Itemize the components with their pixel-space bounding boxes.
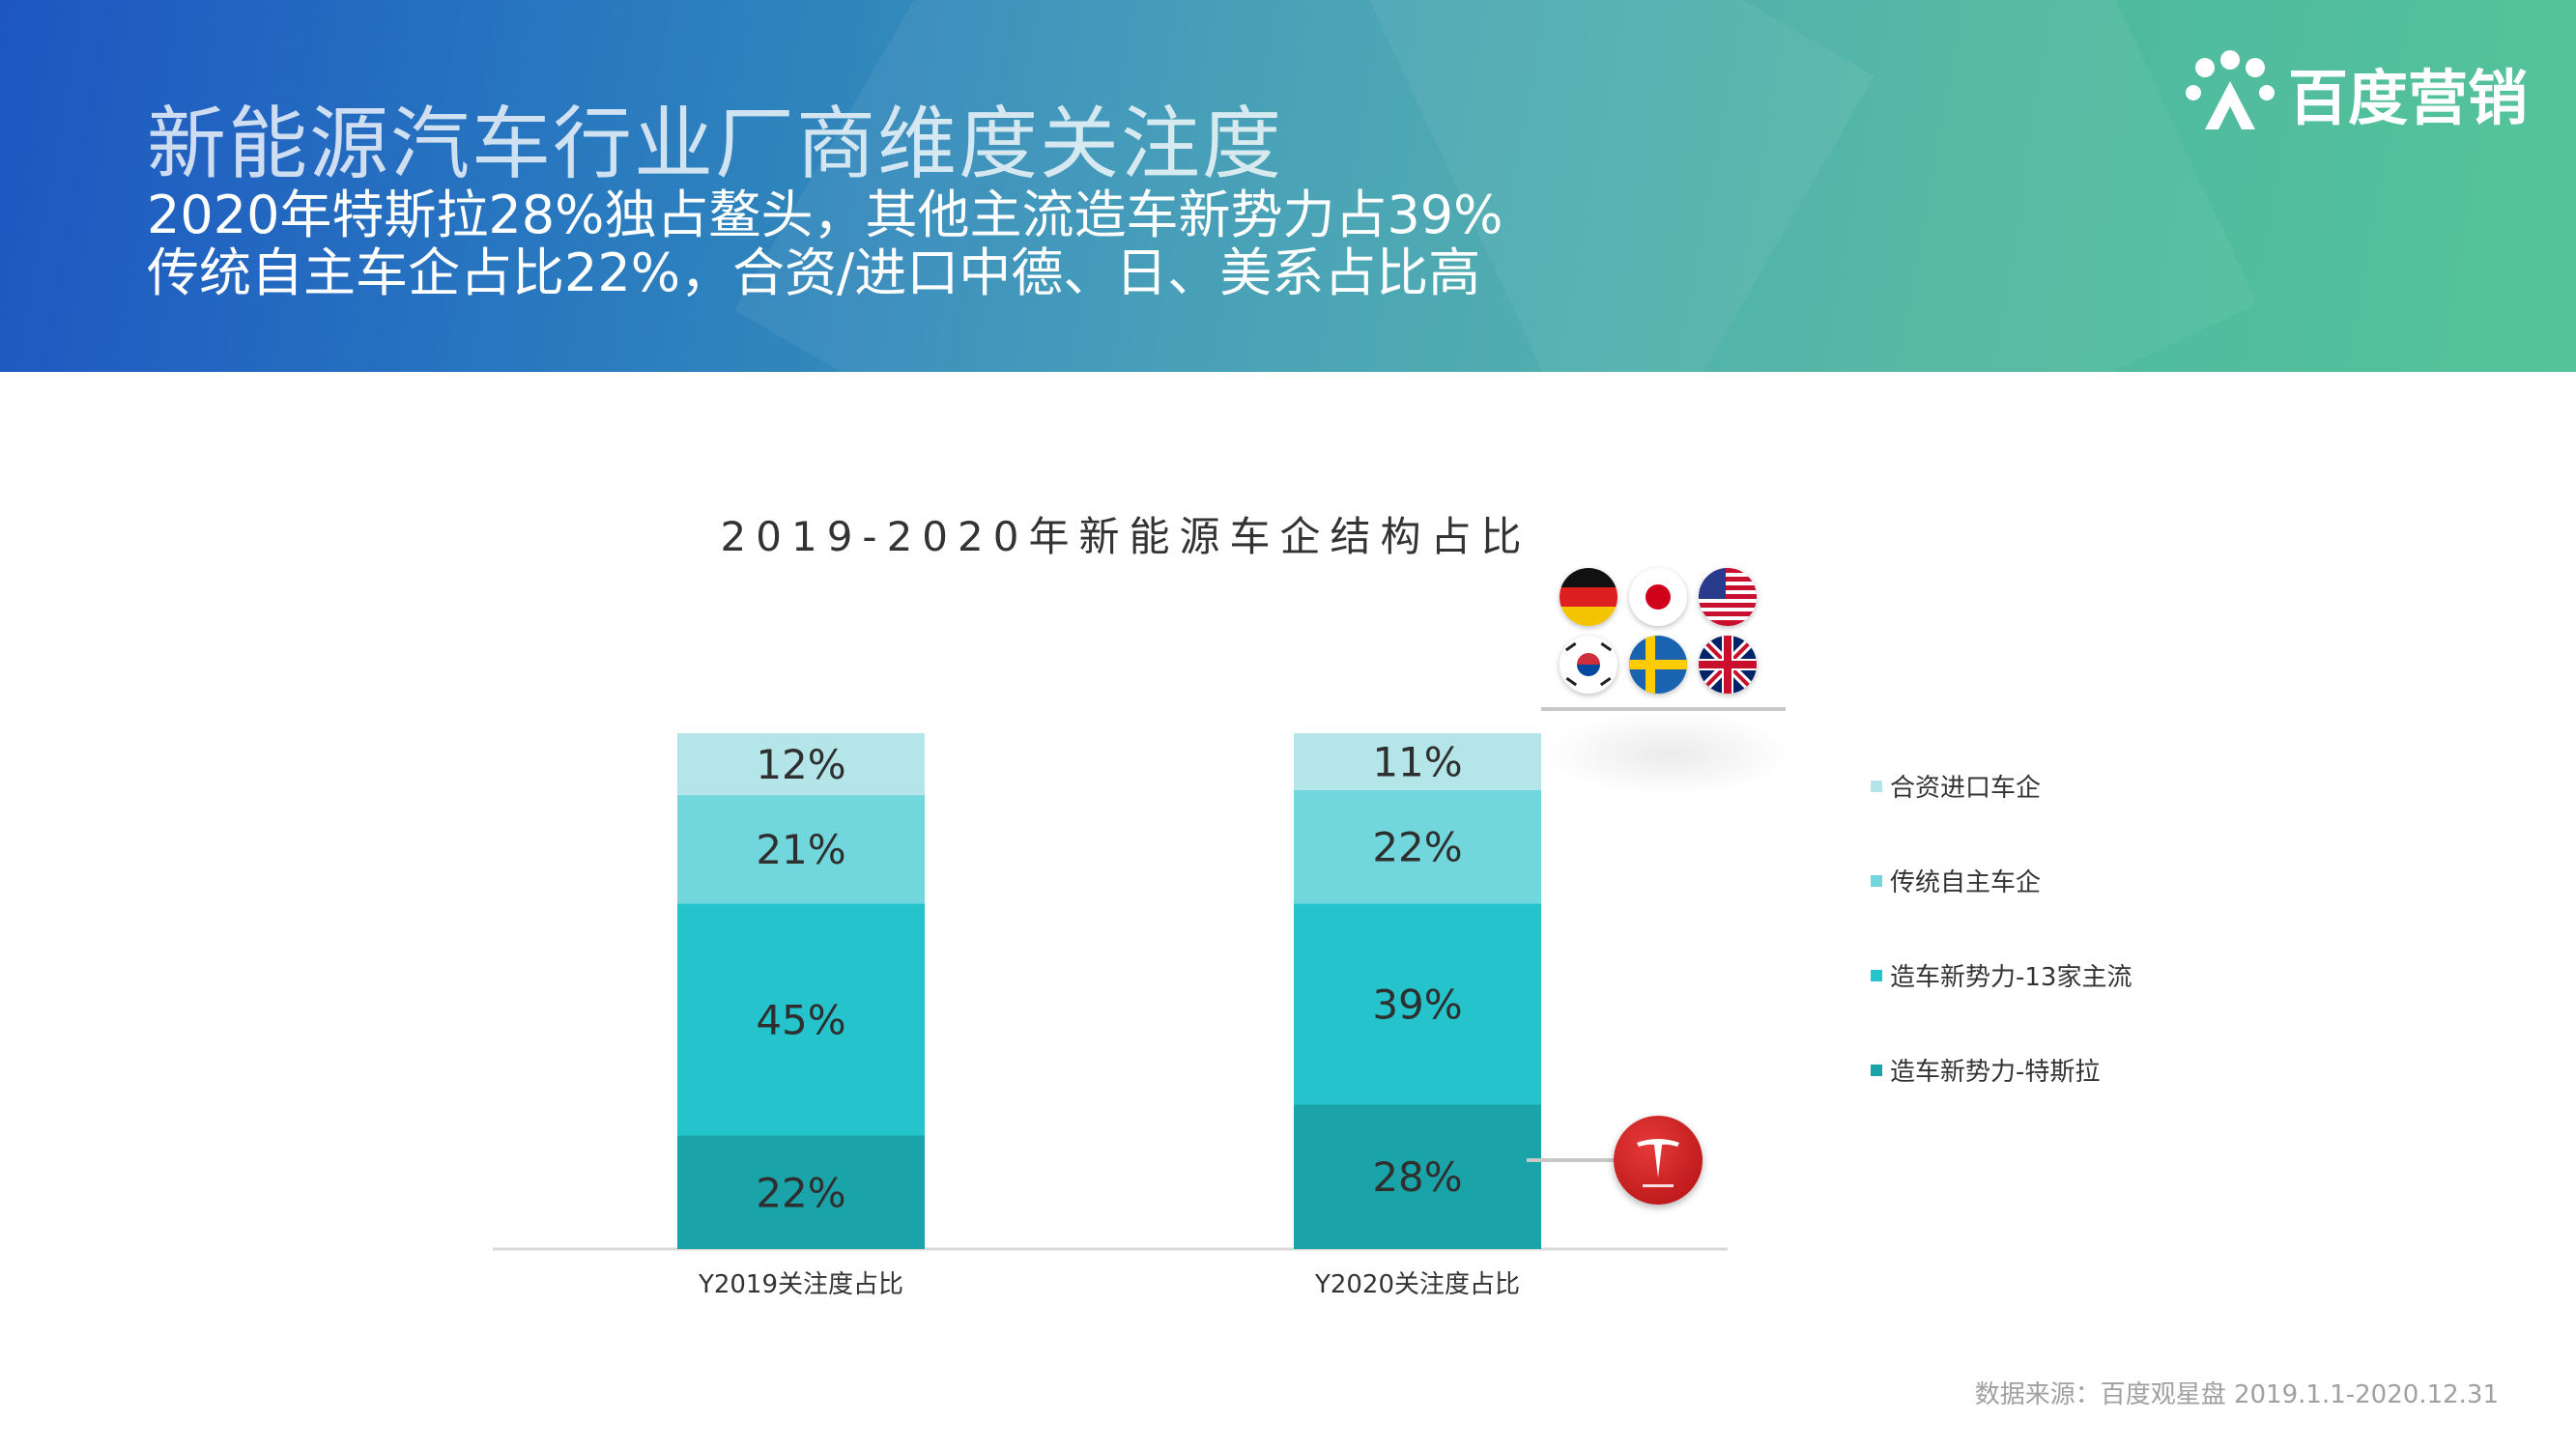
page-subtitle-line1: 2020年特斯拉28%独占鳌头，其他主流造车新势力占39% — [147, 185, 1503, 245]
data-label: 21% — [756, 826, 845, 873]
sweden-flag-icon — [1629, 636, 1687, 694]
bar-segment — [1294, 1104, 1541, 1249]
x-tick-label: Y2020关注度占比 — [1314, 1270, 1520, 1299]
legend-swatch — [1871, 1064, 1882, 1076]
data-label: 28% — [1372, 1153, 1462, 1201]
germany-flag-icon — [1560, 568, 1617, 626]
legend-item: 造车新势力-特斯拉 — [1871, 1052, 2100, 1088]
data-label: 22% — [756, 1169, 845, 1216]
legend-label: 造车新势力-特斯拉 — [1890, 1058, 2101, 1087]
baidu-paw-icon — [2186, 50, 2275, 129]
data-label: 12% — [756, 741, 845, 788]
uk-flag-icon — [1699, 636, 1757, 694]
korea-flag-icon — [1560, 636, 1617, 694]
bar-segment — [677, 1135, 925, 1249]
legend-label: 造车新势力-13家主流 — [1890, 963, 2132, 992]
flag-shadow — [1544, 710, 1793, 797]
data-label: 11% — [1372, 738, 1462, 785]
logo-text: 百度营销 — [2288, 63, 2529, 133]
header-banner: 新能源汽车行业厂商维度关注度 2020年特斯拉28%独占鳌头，其他主流造车新势力… — [0, 0, 2576, 372]
page-title: 新能源汽车行业厂商维度关注度 — [147, 99, 1284, 190]
bar-segment — [677, 903, 925, 1136]
baidu-marketing-logo: 百度营销 — [2186, 44, 2528, 141]
page-subtitle-line2: 传统自主车企占比22%，合资/进口中德、日、美系占比高 — [147, 242, 1481, 303]
data-source: 数据来源：百度观星盘 2019.1.1-2020.12.31 — [1974, 1380, 2499, 1409]
legend-item: 造车新势力-13家主流 — [1871, 957, 2132, 993]
data-label: 22% — [1372, 823, 1462, 870]
legend-label: 合资进口车企 — [1890, 774, 2042, 803]
data-label: 39% — [1372, 980, 1462, 1028]
tesla-logo-icon — [1614, 1116, 1703, 1205]
x-tick-label: Y2019关注度占比 — [698, 1270, 903, 1299]
legend-item: 传统自主车企 — [1871, 863, 2041, 898]
chart-title: 2019-2020年新能源车企结构占比 — [720, 513, 1531, 560]
usa-flag-icon — [1699, 568, 1757, 626]
legend-label: 传统自主车企 — [1890, 868, 2042, 897]
legend-swatch — [1871, 969, 1882, 981]
bar-segment — [1294, 733, 1541, 790]
legend-swatch — [1871, 780, 1882, 792]
bar-segment — [1294, 903, 1541, 1105]
legend-swatch — [1871, 874, 1882, 887]
bar-segment — [1294, 789, 1541, 904]
legend-item: 合资进口车企 — [1871, 768, 2041, 804]
data-label: 45% — [756, 996, 845, 1043]
bar-segment — [677, 795, 925, 904]
japan-flag-icon — [1629, 568, 1687, 626]
bar-segment — [677, 733, 925, 796]
